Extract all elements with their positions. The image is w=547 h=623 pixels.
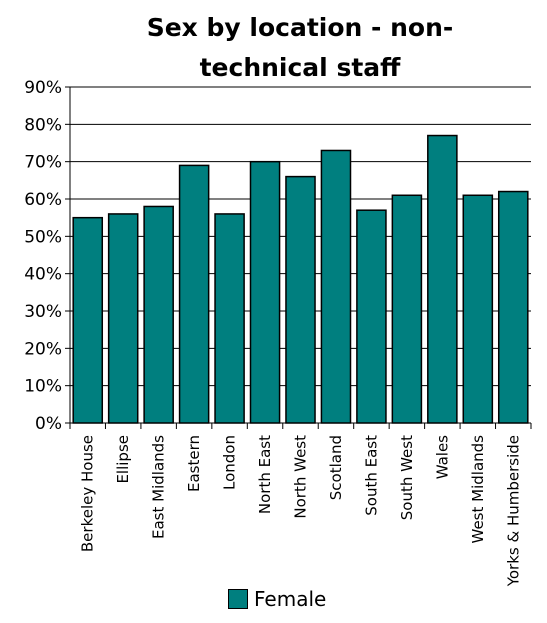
y-tick-label: 0% — [35, 414, 62, 434]
bar — [462, 194, 494, 424]
x-tick-label: Eastern — [185, 435, 203, 492]
x-tick-label: North West — [292, 435, 310, 519]
x-tick-label: South West — [398, 435, 416, 520]
chart-title-line-1: Sex by location - non- — [146, 13, 454, 42]
y-tick-label: 90% — [24, 78, 62, 98]
bar — [72, 216, 104, 424]
bar — [285, 175, 316, 424]
y-tick-label: 10% — [24, 377, 62, 397]
legend-label: Female — [254, 587, 327, 611]
legend-swatch — [228, 589, 248, 609]
chart-title: Sex by location - non- technical staff — [100, 8, 500, 88]
y-tick-label: 20% — [24, 339, 62, 359]
x-tick-label: Wales — [433, 435, 451, 479]
y-tick-label: 50% — [24, 227, 62, 247]
bar — [214, 213, 245, 424]
chart-title-line-2: technical staff — [199, 53, 401, 82]
y-tick-label: 30% — [24, 302, 62, 322]
legend: Female — [228, 587, 326, 611]
x-tick-label: Scotland — [327, 435, 345, 500]
bar — [356, 209, 387, 424]
x-tick-label: East Midlands — [150, 435, 168, 539]
y-tick-label: 60% — [24, 190, 62, 210]
x-tick-label: Ellipse — [114, 435, 132, 484]
y-tick-label: 70% — [24, 153, 62, 173]
x-tick-label: South East — [362, 435, 380, 516]
bar — [391, 194, 423, 424]
bar — [427, 134, 458, 424]
x-tick-label: Yorks & Humberside — [504, 435, 522, 587]
y-tick-label: 80% — [24, 115, 62, 135]
x-tick-label: Berkeley House — [79, 435, 97, 552]
bar — [178, 164, 210, 424]
bar — [107, 213, 139, 424]
x-tick-label: North East — [256, 435, 274, 514]
bar — [143, 205, 174, 424]
bar — [497, 190, 529, 424]
x-tick-label: London — [221, 435, 239, 490]
bar — [320, 149, 352, 424]
y-tick-label: 40% — [24, 265, 62, 285]
bar — [249, 160, 281, 424]
x-tick-label: West Midlands — [469, 435, 487, 544]
